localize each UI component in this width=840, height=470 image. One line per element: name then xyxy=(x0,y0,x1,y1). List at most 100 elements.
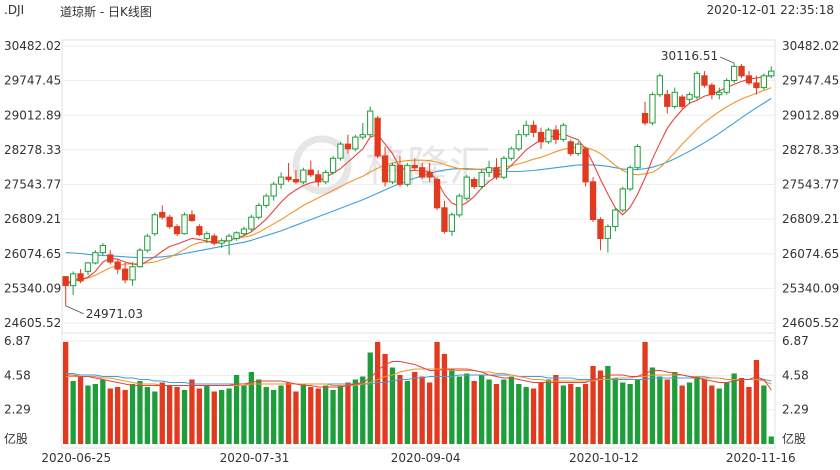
volume-bar xyxy=(367,352,373,444)
volume-tick-right: 4.58 xyxy=(782,368,809,382)
volume-bar xyxy=(248,372,254,444)
price-tick-right: 26809.21 xyxy=(782,212,839,226)
x-tick-label: 2020-11-16 xyxy=(726,451,796,465)
price-tick-right: 25340.09 xyxy=(782,281,839,295)
volume-bar xyxy=(753,360,760,444)
volume-vol_ma20-line xyxy=(65,373,772,385)
volume-bar xyxy=(679,385,685,444)
volume-bar xyxy=(181,390,188,444)
volume-bar xyxy=(597,370,604,444)
volume-bar xyxy=(545,379,552,444)
candle-up xyxy=(389,164,396,183)
candle-down xyxy=(597,219,604,240)
volume-bar xyxy=(508,376,514,444)
volume-bar xyxy=(196,388,202,444)
volume-bar xyxy=(761,385,767,444)
candle-up xyxy=(731,65,738,82)
candle-down xyxy=(292,179,300,183)
volume-bar xyxy=(137,381,143,444)
candle-down xyxy=(701,75,708,86)
candle-up xyxy=(181,214,188,235)
volume-bar xyxy=(271,390,277,444)
volume-bar xyxy=(664,379,670,444)
volume-bar xyxy=(330,390,336,444)
volume-tick-left: 6.87 xyxy=(4,334,31,348)
timestamp: 2020-12-01 22:35:18 xyxy=(706,3,834,17)
chart-title: 道琼斯 - 日K线图 xyxy=(60,5,152,19)
volume-bar xyxy=(575,387,581,444)
chart-header: .DJI 道琼斯 - 日K线图 2020-12-01 22:35:18 xyxy=(0,0,840,20)
candle-down xyxy=(396,164,404,185)
volume-bar xyxy=(345,382,351,444)
volume-bar xyxy=(315,388,321,444)
volume-bar xyxy=(516,384,522,444)
volume-bar xyxy=(375,342,381,444)
x-tick-label: 2020-09-04 xyxy=(391,451,461,465)
candle-down xyxy=(211,235,218,244)
volume-tick-left: 2.29 xyxy=(4,403,31,417)
candle-up xyxy=(627,167,634,190)
volume-bar xyxy=(397,375,403,444)
candle-up xyxy=(144,235,151,251)
candle-down xyxy=(745,75,753,84)
candle-down xyxy=(471,179,478,188)
candle-down xyxy=(537,131,545,143)
candle-up xyxy=(136,249,144,268)
volume-bar xyxy=(360,376,366,444)
price-ma5-line xyxy=(65,75,772,286)
candle-up xyxy=(203,233,210,239)
volume-bar xyxy=(612,378,618,444)
volume-bar xyxy=(694,376,700,444)
volume-bar xyxy=(92,384,98,444)
volume-bar xyxy=(219,390,225,444)
volume-unit-right: 亿股 xyxy=(782,431,806,446)
candle-down xyxy=(567,141,574,155)
volume-bar xyxy=(189,379,195,444)
volume-bar xyxy=(144,387,150,444)
volume-bar xyxy=(382,354,388,444)
volume-bar xyxy=(100,379,106,444)
candle-up xyxy=(760,75,768,89)
volume-bar xyxy=(122,390,128,444)
candle-down xyxy=(381,155,389,183)
price-tick-left: 25340.09 xyxy=(4,281,61,295)
volume-bar xyxy=(649,367,656,444)
price-tick-left: 29012.89 xyxy=(4,108,61,122)
candle-up xyxy=(560,124,567,140)
volume-vol_ma5-line xyxy=(65,361,772,391)
volume-bar xyxy=(642,342,648,444)
volume-bar xyxy=(686,382,693,444)
volume-bar xyxy=(501,379,507,444)
volume-bar xyxy=(115,387,121,444)
candle-down xyxy=(107,254,114,263)
volume-bar xyxy=(278,385,284,444)
high-annotation: 30116.51 xyxy=(661,49,718,63)
candle-up xyxy=(478,171,485,187)
candle-down xyxy=(664,94,671,107)
candle-up xyxy=(233,232,240,240)
candle-down xyxy=(493,167,500,178)
candle-down xyxy=(196,226,203,236)
low-annotation: 24971.03 xyxy=(86,307,143,321)
candle-up xyxy=(300,169,307,183)
volume-bar xyxy=(233,375,240,444)
candle-up xyxy=(70,273,77,287)
volume-bar xyxy=(323,385,329,444)
price-ma10-line xyxy=(65,87,772,287)
volume-bar xyxy=(85,385,91,444)
candle-up xyxy=(248,216,255,230)
candle-up xyxy=(508,148,515,159)
candle-up xyxy=(448,214,456,232)
candle-down xyxy=(589,181,597,221)
volume-bar xyxy=(523,387,529,444)
volume-bar xyxy=(657,376,663,444)
candle-down xyxy=(188,214,196,222)
volume-bar xyxy=(389,367,396,444)
candle-down xyxy=(159,212,166,218)
candle-up xyxy=(151,214,158,235)
candle-up xyxy=(129,266,136,281)
high-annotation-leader xyxy=(719,56,735,64)
candle-up xyxy=(768,70,775,77)
candle-up xyxy=(404,164,411,185)
candle-down xyxy=(582,148,589,183)
